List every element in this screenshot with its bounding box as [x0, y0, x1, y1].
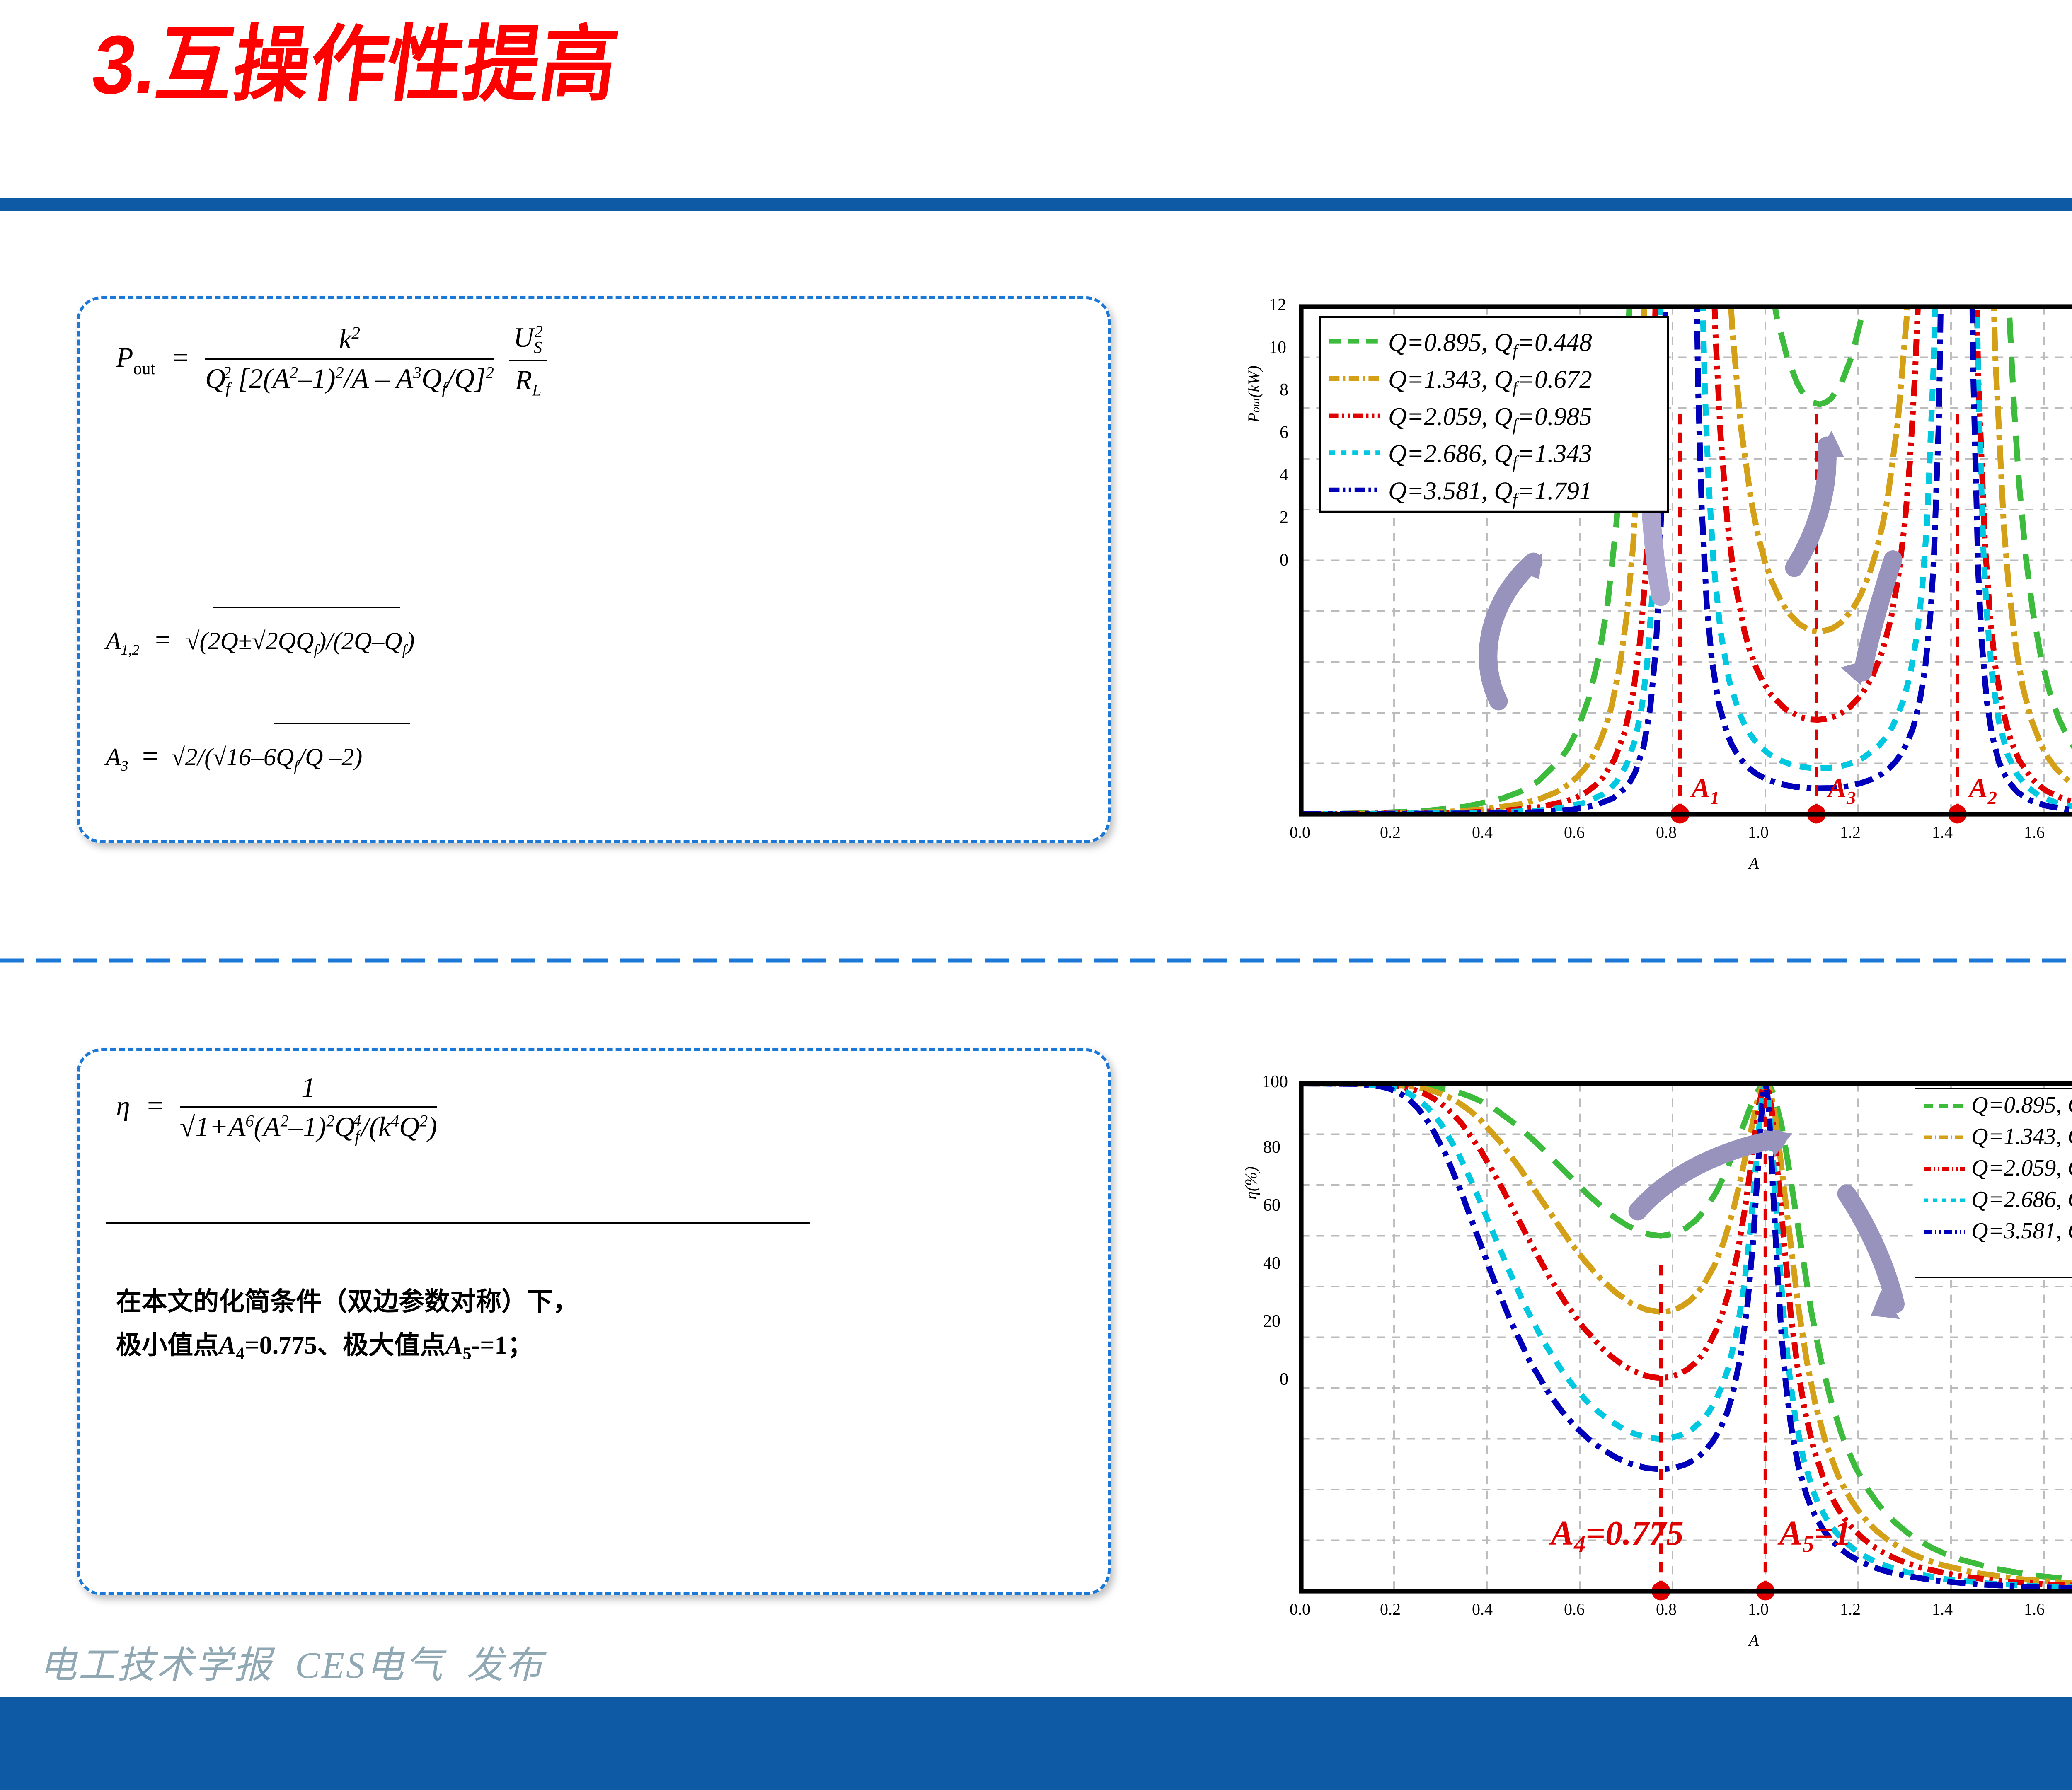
svg-text:A5=1: A5=1: [1777, 1514, 1852, 1557]
svg-text:Q=2.686, Qf=1.343: Q=2.686, Qf=1.343: [1971, 1187, 2072, 1216]
svg-text:A1: A1: [1690, 772, 1719, 808]
svg-text:Q=1.343, Qf=0.672: Q=1.343, Qf=0.672: [1971, 1124, 2072, 1153]
svg-text:Q=1.343, Qf=0.672: Q=1.343, Qf=0.672: [1388, 365, 1592, 398]
svg-text:Q=2.686, Qf=1.343: Q=2.686, Qf=1.343: [1388, 440, 1592, 472]
svg-text:A3: A3: [1826, 772, 1856, 808]
svg-text:Q=0.895, Qf=0.448: Q=0.895, Qf=0.448: [1971, 1092, 2072, 1121]
svg-text:Q=3.581, Qf=1.791: Q=3.581, Qf=1.791: [1388, 477, 1592, 509]
svg-text:A4=0.775: A4=0.775: [1549, 1514, 1684, 1557]
svg-text:A2: A2: [1968, 772, 1997, 808]
svg-text:Q=2.059, Qf=0.985: Q=2.059, Qf=0.985: [1971, 1155, 2072, 1184]
svg-text:Q=0.895, Qf=0.448: Q=0.895, Qf=0.448: [1388, 328, 1592, 360]
svg-text:Q=2.059, Qf=0.985: Q=2.059, Qf=0.985: [1388, 403, 1592, 435]
svg-text:Q=3.581, Qf=1.791: Q=3.581, Qf=1.791: [1971, 1218, 2072, 1247]
